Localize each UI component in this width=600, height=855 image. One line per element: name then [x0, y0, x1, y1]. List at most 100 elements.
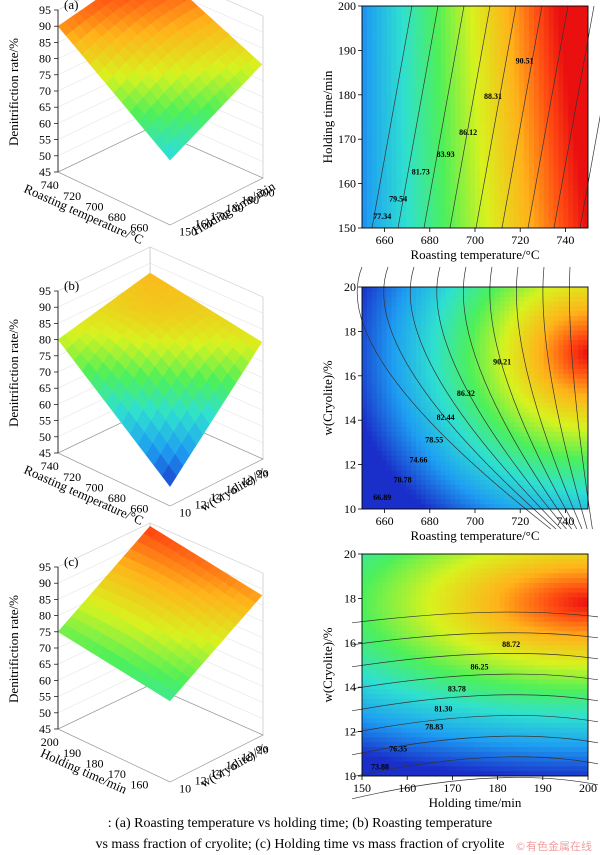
y-axis-label: Holding time/min — [320, 70, 335, 163]
x-tick-label: 190 — [63, 746, 81, 760]
x-tick-label: 200 — [579, 781, 597, 795]
z-tick-label: 55 — [39, 414, 51, 428]
caption-line-2: vs mass fraction of cryolite; (c) Holdin… — [95, 837, 505, 852]
contour-line — [351, 756, 599, 778]
z-tick-label: 85 — [39, 592, 51, 606]
y-tick-label: 170 — [338, 132, 356, 146]
x-axis-label: Roasting temperature/°C — [410, 247, 539, 262]
contour-line — [351, 673, 599, 690]
x-tick-label: 170 — [443, 781, 461, 795]
y-tick-label: 14 — [210, 766, 222, 780]
y-axis-label: w(Cryolite)/% — [320, 627, 335, 702]
contour-line — [423, 5, 465, 229]
y-tick-label: 10 — [344, 769, 356, 783]
contour-line — [475, 5, 517, 229]
z-tick-label: 60 — [39, 673, 51, 687]
contour-value-label: 88.72 — [502, 640, 520, 649]
y-tick-label: 190 — [338, 43, 356, 57]
x-tick-label: 180 — [86, 756, 104, 770]
contour-panel-a: 660 680 700 720 740 150 160 170 180 190 200 Roastin… — [320, 0, 600, 262]
y-tick-label: 18 — [344, 591, 356, 605]
x-tick-label: 160 — [130, 778, 148, 792]
z-tick-label: 90 — [39, 300, 51, 314]
contour-value-label: 74.66 — [409, 455, 427, 464]
contour-line — [542, 266, 588, 530]
z-tick-label: 70 — [39, 641, 51, 655]
contour-line — [397, 5, 439, 229]
x-tick-label: 170 — [108, 767, 126, 781]
z-tick-label: 50 — [39, 706, 51, 720]
surface-cell — [161, 464, 177, 487]
x-tick-label: 720 — [63, 189, 81, 203]
z-tick-label: 45 — [39, 165, 51, 179]
z-tick-label: 75 — [39, 625, 51, 639]
plot-frame — [361, 553, 589, 777]
contour-fill — [362, 287, 588, 509]
y-tick-label: 18 — [241, 474, 253, 488]
contour-value-label: 78.55 — [425, 435, 443, 444]
contour-line — [383, 266, 557, 530]
y-tick-label: 20 — [257, 742, 269, 756]
y-tick-label: 16 — [226, 758, 238, 772]
x-tick-label: 150 — [353, 781, 371, 795]
contour-value-label: 79.54 — [389, 194, 407, 203]
contour-line — [463, 266, 572, 530]
x-tick-label: 660 — [130, 502, 148, 516]
contour-line — [516, 266, 583, 530]
contour-panel-c: 150 160 170 180 190 200 10 12 14 16 18 20 Holding ti… — [320, 547, 599, 810]
x-tick-label: 160 — [398, 781, 416, 795]
x-tick-label: 720 — [63, 470, 81, 484]
y-tick-label: 16 — [344, 636, 356, 650]
contour-line — [351, 694, 599, 712]
x-tick-label: 190 — [534, 781, 552, 795]
x-axis-label: Roasting temperature/°C — [22, 181, 146, 247]
y-tick-label: 10 — [179, 781, 191, 795]
z-tick-label: 60 — [39, 397, 51, 411]
contour-line — [351, 735, 599, 756]
y-axis-label: w(Cryolite)/% — [320, 360, 335, 435]
contour-value-label: 82.44 — [437, 413, 455, 422]
x-tick-label: 700 — [86, 199, 104, 213]
surface-panel-c: 95 90 85 80 75 70 65 60 55 50 45 Denitrifiction rat… — [6, 522, 270, 797]
contour-lines — [371, 5, 600, 229]
x-tick-label: 740 — [41, 178, 59, 192]
contour-value-label: 86.25 — [470, 662, 488, 671]
x-tick-label: 660 — [376, 233, 394, 247]
contour-value-label: 83.78 — [448, 685, 466, 694]
contour-value-label: 90.51 — [516, 57, 534, 66]
x-tick-label: 700 — [86, 480, 104, 494]
contour-fill — [362, 554, 588, 776]
x-tick-label: 740 — [556, 233, 574, 247]
contour-line — [371, 5, 413, 229]
z-tick-label: 65 — [39, 100, 51, 114]
y-tick-label: 14 — [344, 680, 356, 694]
x-axis-label: Roasting temperature/°C — [22, 462, 146, 528]
x-tick-label: 700 — [466, 233, 484, 247]
z-tick-label: 50 — [39, 149, 51, 163]
x-tick-label: 720 — [511, 514, 529, 528]
contour-fill — [362, 6, 588, 228]
surface-mesh — [57, 272, 263, 487]
contour-value-label: 86.12 — [459, 128, 477, 137]
x-tick-label: 660 — [376, 514, 394, 528]
z-tick-label: 95 — [39, 560, 51, 574]
x-tick-label: 740 — [41, 459, 59, 473]
x-tick-label: 720 — [511, 233, 529, 247]
contour-line — [449, 5, 491, 229]
contour-value-label: 66.89 — [373, 493, 391, 502]
y-tick-label: 18 — [241, 750, 253, 764]
contour-value-label: 86.32 — [457, 389, 475, 398]
y-axis-label: w(Cryolite)/% — [197, 464, 270, 515]
z-tick-label: 60 — [39, 116, 51, 130]
surface-cell — [161, 687, 177, 702]
y-tick-label: 10 — [344, 502, 356, 516]
y-tick-label: 190 — [241, 193, 259, 207]
z-tick-label: 95 — [39, 284, 51, 298]
z-tick-label: 90 — [39, 19, 51, 33]
z-axis-label: Denitrifiction rate/% — [6, 38, 21, 146]
y-tick-label: 20 — [257, 466, 269, 480]
x-tick-label: 740 — [556, 514, 574, 528]
y-tick-label: 150 — [179, 224, 197, 238]
contour-line — [351, 611, 599, 624]
z-tick-label: 45 — [39, 446, 51, 460]
